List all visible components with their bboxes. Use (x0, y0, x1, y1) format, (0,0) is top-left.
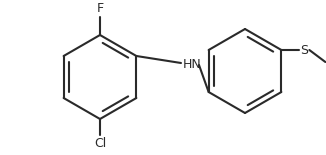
Text: S: S (300, 44, 308, 57)
Text: F: F (96, 2, 104, 15)
Text: HN: HN (183, 58, 202, 71)
Text: Cl: Cl (94, 137, 106, 150)
